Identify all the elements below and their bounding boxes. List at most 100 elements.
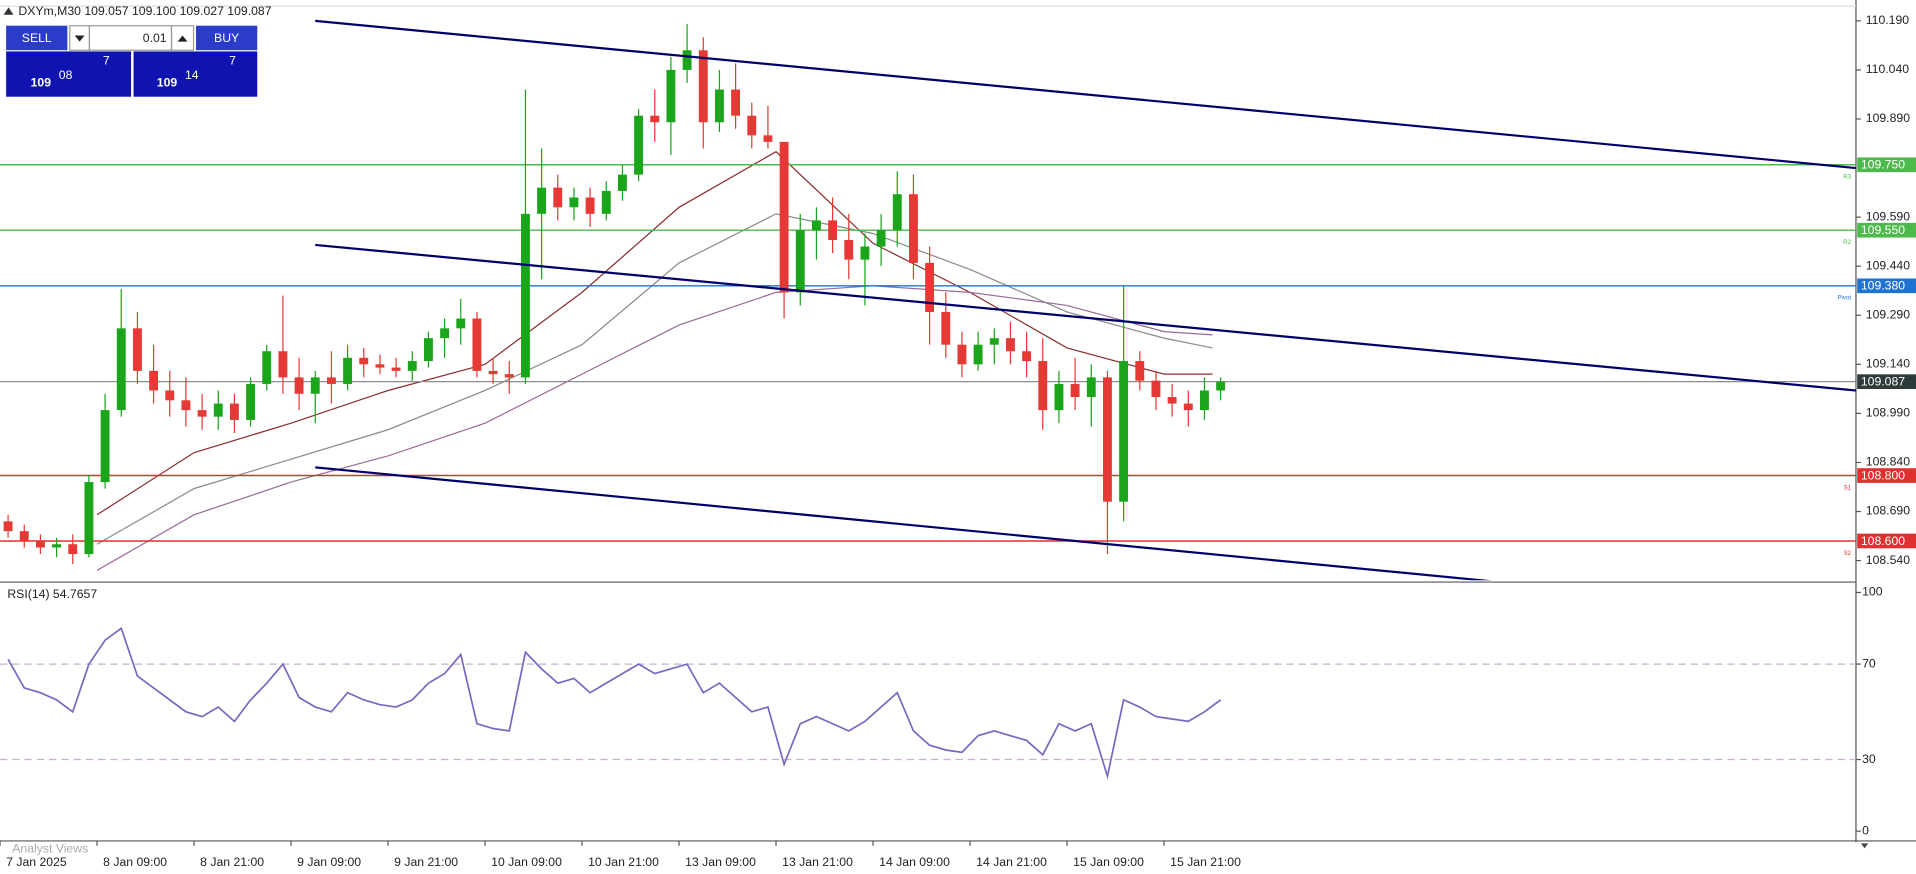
level-name: S1 — [1844, 484, 1852, 491]
candle-body — [132, 328, 142, 371]
candle-body — [666, 69, 676, 123]
symbol-header: DXYm,M30 109.057 109.100 109.027 109.087 — [18, 4, 271, 18]
candle-body — [343, 357, 353, 384]
y-tick-label: 109.140 — [1866, 357, 1910, 371]
x-tick-label: 9 Jan 21:00 — [394, 855, 458, 869]
candle-body — [520, 213, 530, 378]
current-price-box — [1857, 374, 1916, 390]
candle-body — [35, 540, 45, 548]
moving-average — [96, 285, 1213, 571]
candle-body — [1135, 361, 1145, 381]
price-axis: 110.190 110.040 109.890 109.590 109.440 109.2… — [1837, 13, 1916, 567]
time-axis: 7 Jan 2025 8 Jan 09:00 8 Jan 21:00 9 Jan 09… — [0, 840, 1241, 869]
candle-body — [19, 531, 29, 541]
candle-body — [957, 344, 967, 365]
x-tick-label: 13 Jan 21:00 — [782, 855, 853, 869]
x-tick-label: 15 Jan 09:00 — [1073, 855, 1144, 869]
candle-body — [763, 135, 773, 142]
sell-button[interactable] — [6, 25, 68, 51]
candle-body — [698, 50, 708, 123]
buy-label: BUY — [214, 31, 239, 45]
candle-body — [925, 262, 935, 312]
candle-body — [682, 50, 692, 70]
candle-body — [262, 351, 272, 384]
level-label-box — [1857, 468, 1916, 483]
ask-big: 14 — [185, 68, 199, 82]
y-tick-label: 110.190 — [1866, 13, 1910, 27]
ask-prefix: 109 — [157, 75, 178, 89]
candle-body — [828, 220, 838, 241]
scroll-icon[interactable] — [1860, 843, 1869, 849]
trendline — [315, 19, 1856, 170]
candle-body — [714, 89, 724, 123]
y-tick-label: 108.540 — [1866, 553, 1910, 567]
ask-box[interactable] — [133, 51, 258, 97]
candle-body — [844, 240, 854, 260]
level-label-box — [1857, 222, 1916, 238]
x-tick-label: 13 Jan 09:00 — [685, 855, 756, 869]
level-label-box — [1857, 278, 1916, 294]
candle-body — [747, 115, 757, 136]
candle-body — [246, 383, 256, 420]
candle-body — [359, 357, 369, 365]
candle-body — [68, 544, 78, 555]
buy-button[interactable] — [196, 25, 258, 51]
candle-body — [52, 544, 62, 548]
candle-body — [229, 403, 239, 420]
candle-body — [375, 364, 385, 368]
candle-body — [537, 187, 547, 214]
x-tick-label: 7 Jan 2025 — [6, 855, 67, 869]
candle-body — [278, 351, 288, 378]
bid-box[interactable] — [6, 51, 132, 97]
level-name: R3 — [1843, 174, 1851, 181]
y-tick-label: 30 — [1862, 752, 1876, 766]
level-name: S2 — [1844, 550, 1852, 557]
candle-body — [585, 197, 595, 214]
candle-body — [1070, 383, 1080, 398]
candle-body — [294, 377, 304, 394]
candle-body — [650, 115, 660, 123]
candle-body — [860, 246, 870, 260]
x-tick-label: 14 Jan 09:00 — [879, 855, 950, 869]
candle-body — [149, 370, 159, 391]
level-label: 109.550 — [1861, 223, 1905, 237]
rsi-axis: RSI(14) 54.7657 100 70 30 0 — [7, 585, 1882, 838]
moving-average — [96, 150, 1213, 516]
candle-body — [892, 194, 902, 231]
x-tick-label: 14 Jan 21:00 — [976, 855, 1047, 869]
y-tick-label: 100 — [1862, 585, 1883, 599]
candle-body — [488, 370, 498, 375]
level-label: 108.600 — [1861, 534, 1905, 548]
price-plot — [0, 19, 1856, 581]
candle-body — [472, 318, 482, 371]
candle-body — [908, 194, 918, 263]
level-name: Pivot — [1837, 295, 1851, 302]
volume-value: 0.01 — [143, 31, 167, 45]
candle-body — [617, 174, 627, 191]
candle-body — [989, 338, 999, 345]
candle-body — [1216, 381, 1226, 391]
volume-input[interactable] — [88, 25, 173, 51]
candle-body — [440, 328, 450, 339]
candle-body — [1199, 390, 1209, 411]
y-tick-label: 109.590 — [1866, 209, 1910, 223]
up-arrow — [177, 35, 188, 42]
bid-big: 08 — [59, 68, 73, 82]
candle-body — [1022, 351, 1032, 362]
current-price-label: 109.087 — [1861, 375, 1905, 389]
x-tick-label: 8 Jan 21:00 — [200, 855, 264, 869]
y-tick-label: 109.290 — [1866, 307, 1910, 321]
candle-body — [197, 410, 207, 417]
trendline — [315, 466, 1491, 581]
collapse-icon[interactable] — [3, 7, 14, 15]
candle-body — [100, 410, 110, 483]
level-name: R2 — [1843, 239, 1851, 246]
candle-body — [601, 190, 611, 214]
y-tick-label: 109.890 — [1866, 111, 1910, 125]
analyst-views-tab[interactable]: Analyst Views — [12, 842, 88, 856]
candle-body — [456, 318, 466, 329]
candle-body — [1054, 383, 1064, 411]
candle-body — [84, 482, 94, 555]
candle-body — [553, 187, 563, 208]
y-tick-label: 108.990 — [1866, 406, 1910, 420]
